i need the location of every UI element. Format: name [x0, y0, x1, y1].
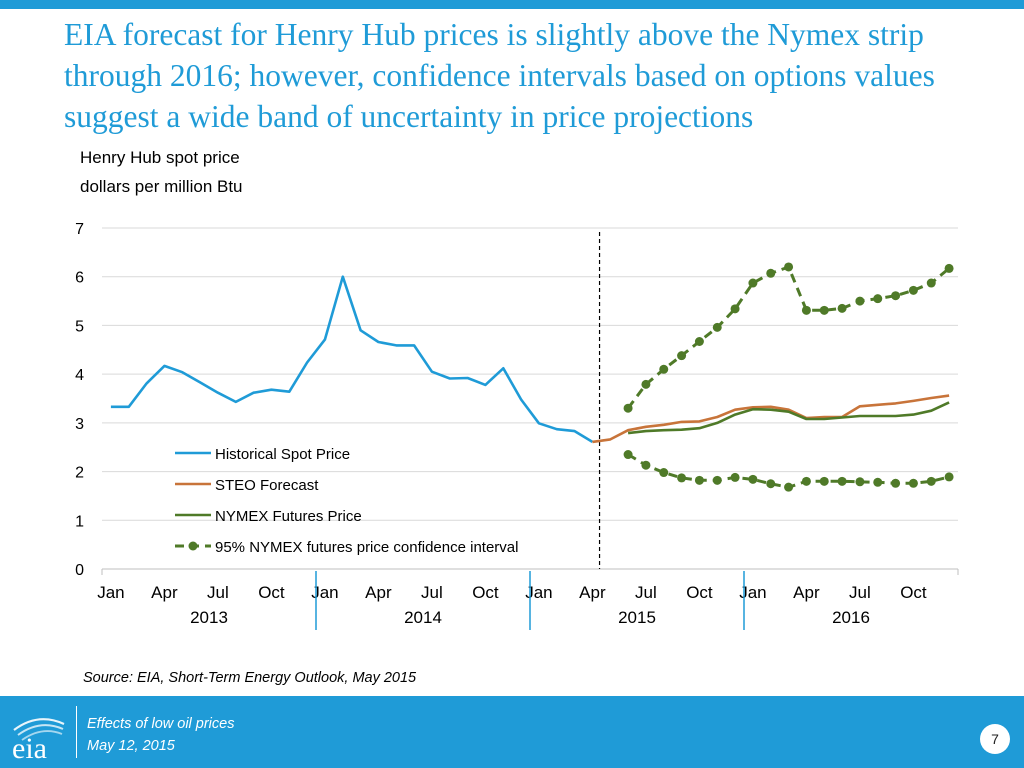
confidence-point — [837, 476, 847, 486]
confidence-point — [712, 322, 722, 332]
confidence-point — [677, 351, 687, 361]
legend-label: NYMEX Futures Price — [215, 508, 362, 525]
year-label: 2013 — [190, 608, 228, 627]
confidence-point — [944, 472, 954, 482]
confidence-point — [641, 379, 651, 389]
confidence-point — [908, 285, 918, 295]
confidence-point — [730, 472, 740, 482]
y-tick-label: 4 — [75, 367, 84, 384]
confidence-point — [873, 294, 883, 304]
legend-marker — [188, 541, 198, 551]
footer-title: Effects of low oil prices — [87, 716, 235, 732]
eia-logo: eia — [12, 718, 65, 764]
confidence-point — [694, 475, 704, 485]
y-axis: 0 1 2 3 4 5 6 7 — [75, 221, 84, 579]
confidence-point — [766, 479, 776, 489]
legend-label: Historical Spot Price — [215, 446, 350, 463]
slide-title: EIA forecast for Henry Hub prices is sli… — [64, 17, 935, 134]
confidence-point — [944, 263, 954, 273]
x-tick-label: Oct — [472, 583, 499, 602]
confidence-point — [712, 475, 722, 485]
x-axis: Jan Apr Jul Oct Jan Apr Jul Oct Jan Apr Jul Oct Jan A… — [97, 232, 959, 630]
y-tick-label: 5 — [75, 318, 84, 335]
x-tick-label: Apr — [793, 583, 820, 602]
x-tick-label: Apr — [579, 583, 606, 602]
y-tick-label: 6 — [75, 270, 84, 287]
x-tick-label: Jan — [311, 583, 338, 602]
series-layer — [110, 262, 954, 492]
unit-label-title: Henry Hub spot price — [80, 148, 240, 167]
confidence-point — [623, 450, 633, 460]
x-tick-label: Apr — [365, 583, 392, 602]
y-tick-label: 0 — [75, 562, 84, 579]
confidence-point — [748, 474, 758, 484]
y-tick-label: 3 — [75, 416, 84, 433]
historical-spot-price-line — [110, 275, 594, 444]
year-label: 2016 — [832, 608, 870, 627]
confidence-point — [730, 304, 740, 314]
footer-divider — [76, 706, 77, 758]
y-tick-label: 7 — [75, 221, 84, 238]
source-note: Source: EIA, Short-Term Energy Outlook, … — [83, 670, 417, 686]
95-nymex-futures-price-confidence-interval-line — [626, 265, 951, 410]
confidence-point — [801, 305, 811, 315]
confidence-point — [659, 364, 669, 374]
y-tick-label: 2 — [75, 465, 84, 482]
confidence-point — [873, 477, 883, 487]
x-tick-label: Jul — [207, 583, 229, 602]
confidence-point — [926, 476, 936, 486]
unit-label-units: dollars per million Btu — [80, 177, 243, 196]
nymex-futures-price-line — [627, 401, 950, 435]
confidence-point — [891, 291, 901, 301]
confidence-point — [819, 476, 829, 486]
confidence-point — [784, 482, 794, 492]
legend-label: STEO Forecast — [215, 477, 319, 494]
x-tick-label: Oct — [900, 583, 927, 602]
95-nymex-futures-price-confidence-interval-lower-line — [627, 453, 950, 489]
eia-logo-text: eia — [12, 732, 47, 764]
confidence-point — [801, 476, 811, 486]
x-tick-label: Jul — [849, 583, 871, 602]
confidence-point — [623, 403, 633, 413]
confidence-point — [855, 477, 865, 487]
x-tick-label: Jan — [739, 583, 766, 602]
x-tick-label: Oct — [686, 583, 713, 602]
x-tick-label: Oct — [258, 583, 285, 602]
x-tick-label: Apr — [151, 583, 178, 602]
year-label: 2015 — [618, 608, 656, 627]
confidence-point — [837, 303, 847, 313]
confidence-point — [908, 478, 918, 488]
legend: Historical Spot Price STEO Forecast NYMEX … — [175, 446, 518, 556]
x-tick-label: Jul — [421, 583, 443, 602]
confidence-point — [766, 268, 776, 278]
confidence-point — [819, 305, 829, 315]
x-tick-label: Jul — [635, 583, 657, 602]
confidence-point — [694, 337, 704, 347]
confidence-point — [891, 478, 901, 488]
confidence-point — [855, 296, 865, 306]
year-label: 2014 — [404, 608, 442, 627]
confidence-point — [748, 278, 758, 288]
confidence-point — [659, 468, 669, 478]
confidence-point — [784, 262, 794, 272]
top-accent-bar — [0, 0, 1024, 9]
footer-bar — [0, 696, 1024, 768]
steo-forecast-line — [592, 394, 950, 444]
x-tick-label: Jan — [97, 583, 124, 602]
legend-label: 95% NYMEX futures price confidence inter… — [215, 539, 518, 556]
x-tick-label: Jan — [525, 583, 552, 602]
footer-date: May 12, 2015 — [87, 738, 175, 754]
y-tick-label: 1 — [75, 513, 84, 530]
confidence-point — [926, 278, 936, 288]
page-number: 7 — [980, 724, 1010, 754]
confidence-point — [677, 473, 687, 483]
confidence-point — [641, 460, 651, 470]
gridlines — [102, 227, 958, 521]
